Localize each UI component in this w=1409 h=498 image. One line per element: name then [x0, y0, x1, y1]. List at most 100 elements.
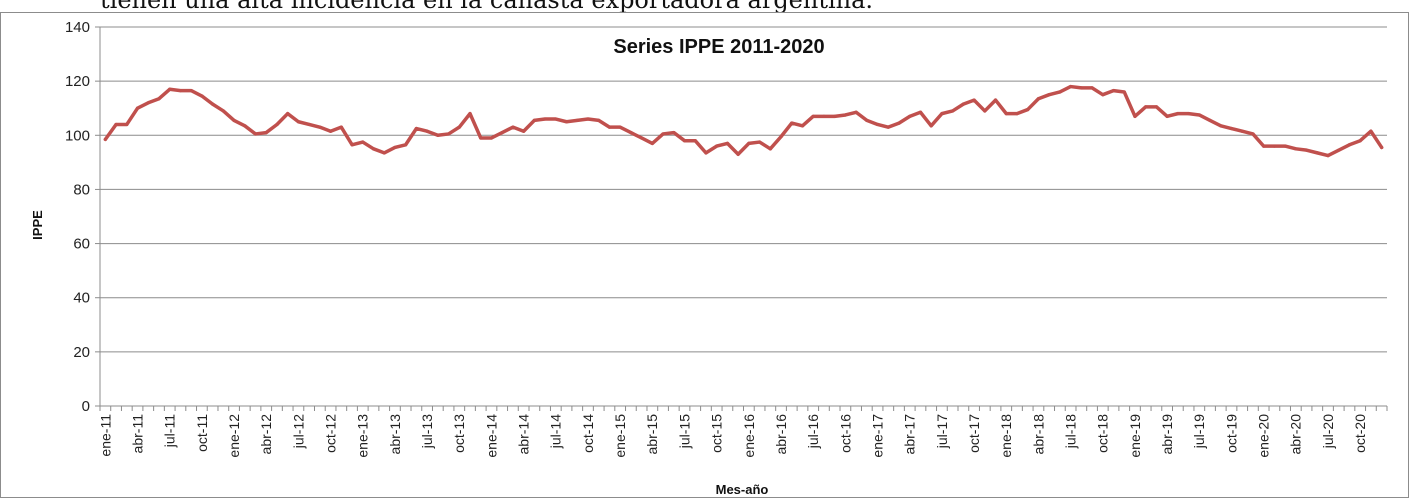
data-point [350, 143, 354, 147]
data-point [157, 97, 161, 101]
data-point [779, 135, 783, 139]
x-tick-label-oct-17: oct-17 [966, 414, 982, 453]
x-tick-label-jul-15: jul-15 [676, 414, 692, 449]
data-point [1272, 144, 1276, 148]
x-tick-label-oct-11: oct-11 [194, 414, 210, 452]
data-point [564, 120, 569, 124]
x-tick-label-ene-18: ene-18 [998, 414, 1014, 458]
chart-area: 0 20 40 60 80 100 120 140 ene-11 abr-11 jul-11 oct… [0, 12, 1409, 498]
data-point [972, 98, 976, 102]
data-point [522, 129, 526, 133]
data-point [446, 132, 451, 136]
data-point [414, 126, 418, 131]
data-point [1283, 144, 1287, 148]
data-point [489, 136, 494, 140]
data-point [511, 125, 515, 129]
chart-title: Series IPPE 2011-2020 [613, 36, 824, 58]
y-tick-label-80: 80 [73, 181, 90, 198]
data-point [661, 132, 665, 136]
data-point [296, 120, 301, 124]
x-tick-label-oct-13: oct-13 [451, 414, 467, 453]
data-point [436, 133, 440, 137]
data-point [1326, 153, 1330, 158]
data-point [704, 151, 708, 155]
y-tick-label-100: 100 [65, 127, 90, 144]
data-point [918, 110, 923, 114]
x-tick-label-oct-19: oct-19 [1223, 414, 1239, 453]
data-point [457, 125, 461, 129]
x-tick-label-jul-12: jul-12 [290, 414, 306, 449]
data-point [286, 112, 290, 116]
data-point [114, 122, 118, 127]
data-point [640, 136, 644, 140]
y-tick-labels: 0 20 40 60 80 100 120 140 [65, 19, 90, 415]
data-point [865, 118, 869, 122]
data-point [532, 118, 536, 122]
x-tick-label-jul-13: jul-13 [419, 414, 435, 449]
x-tick-label-ene-20: ene-20 [1256, 414, 1272, 458]
y-axis-title: IPPE [30, 210, 45, 240]
data-point [1229, 126, 1234, 131]
x-tick-label-oct-15: oct-15 [709, 414, 725, 453]
data-point [543, 117, 547, 121]
data-point [318, 125, 322, 129]
data-point [607, 125, 612, 129]
data-point [1111, 89, 1116, 93]
data-point [1026, 107, 1030, 112]
data-point [328, 129, 333, 133]
x-tick-labels: ene-11 abr-11 jul-11 oct-11 ene-12 abr-12 jul-… [97, 414, 1368, 458]
x-tick-label-ene-17: ene-17 [869, 414, 885, 458]
data-point [790, 121, 794, 125]
data-point [1133, 114, 1137, 118]
data-point [125, 122, 129, 127]
x-tick-label-jul-14: jul-14 [548, 414, 564, 449]
data-point [1015, 112, 1019, 116]
data-point [983, 109, 987, 113]
data-point [1380, 145, 1384, 150]
y-tick-label-140: 140 [65, 19, 90, 36]
data-point [908, 114, 912, 118]
data-point [1186, 112, 1191, 116]
x-tick-label-ene-13: ene-13 [355, 414, 371, 458]
x-tick-label-abr-16: abr-16 [773, 414, 789, 455]
x-tick-label-oct-12: oct-12 [322, 414, 338, 453]
data-point [757, 140, 762, 144]
data-point [843, 113, 847, 117]
data-point [1240, 129, 1244, 133]
data-point [1251, 132, 1255, 136]
y-tick-label-40: 40 [73, 290, 90, 307]
data-point [211, 102, 215, 106]
data-point [725, 141, 730, 146]
x-tick-label-ene-16: ene-16 [741, 414, 757, 458]
data-point [339, 125, 343, 129]
data-point [1079, 86, 1083, 90]
y-tick-label-0: 0 [82, 398, 90, 415]
data-point [307, 122, 311, 127]
x-tick-label-oct-18: oct-18 [1095, 414, 1111, 453]
data-point [854, 110, 858, 114]
data-point [178, 89, 183, 93]
data-point [672, 130, 676, 135]
axes [95, 26, 1388, 411]
data-point [1069, 84, 1073, 89]
data-point [715, 144, 719, 148]
data-point [682, 139, 687, 143]
x-tick-label-ene-19: ene-19 [1127, 414, 1143, 458]
data-point [146, 101, 150, 105]
data-point [575, 118, 579, 122]
ippe-line-chart: 0 20 40 60 80 100 120 140 ene-11 abr-11 jul-11 oct… [30, 19, 1388, 497]
data-point [747, 141, 751, 146]
x-tick-label-abr-12: abr-12 [258, 414, 274, 455]
x-tick-label-jul-19: jul-19 [1191, 414, 1207, 449]
y-tick-label-20: 20 [73, 344, 90, 361]
data-point [1304, 148, 1309, 152]
data-point [1036, 97, 1041, 101]
x-tick-label-abr-13: abr-13 [387, 414, 403, 455]
data-point [253, 132, 258, 136]
data-point [875, 122, 880, 127]
data-point [800, 124, 805, 128]
x-tick-label-jul-18: jul-18 [1063, 414, 1079, 449]
data-point [1294, 147, 1298, 151]
data-point [1315, 151, 1319, 155]
data-point [693, 139, 697, 143]
